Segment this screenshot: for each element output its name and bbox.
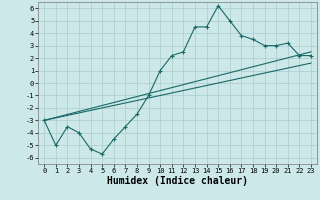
X-axis label: Humidex (Indice chaleur): Humidex (Indice chaleur) bbox=[107, 176, 248, 186]
